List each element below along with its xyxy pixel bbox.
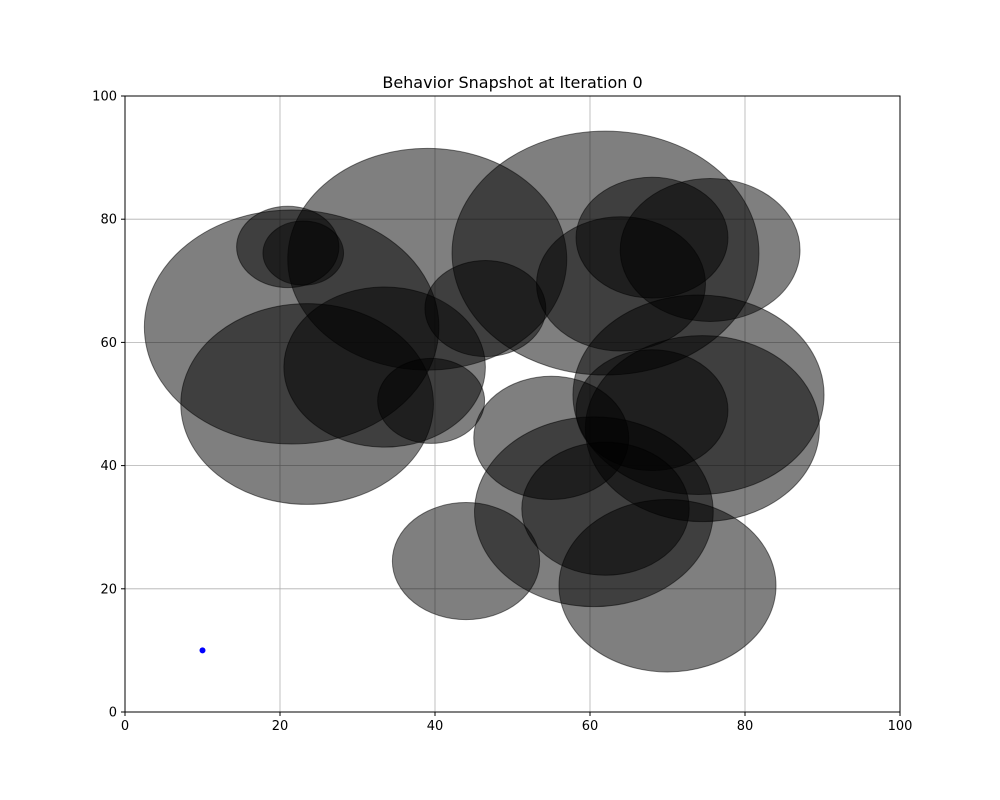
x-axis: 0 20 40 60 80 100 bbox=[121, 712, 913, 734]
x-tick-label: 20 bbox=[272, 719, 289, 734]
plot-area bbox=[124, 95, 901, 713]
obstacle-circle bbox=[377, 357, 486, 444]
y-tick-label: 40 bbox=[100, 459, 117, 474]
x-tick-label: 80 bbox=[737, 719, 754, 734]
agent-marker-layer bbox=[199, 647, 206, 654]
x-tick-label: 0 bbox=[121, 719, 129, 734]
obstacle-circle bbox=[424, 259, 547, 358]
agent-point bbox=[199, 647, 206, 654]
obstacle-circles bbox=[143, 130, 825, 673]
x-tick-label: 40 bbox=[427, 719, 444, 734]
y-axis: 0 20 40 60 80 100 bbox=[92, 90, 125, 721]
obstacle-circle bbox=[262, 220, 345, 286]
axes-frame bbox=[124, 95, 901, 713]
y-tick-label: 0 bbox=[109, 706, 117, 721]
y-tick-label: 60 bbox=[100, 336, 117, 351]
chart-title: Behavior Snapshot at Iteration 0 bbox=[382, 73, 642, 92]
y-tick-label: 100 bbox=[92, 90, 117, 105]
obstacle-circle bbox=[391, 502, 541, 621]
obstacle-circle bbox=[558, 498, 777, 673]
y-tick-label: 80 bbox=[100, 213, 117, 228]
x-tick-label: 60 bbox=[582, 719, 599, 734]
x-tick-label: 100 bbox=[888, 719, 913, 734]
y-tick-label: 20 bbox=[100, 582, 117, 597]
